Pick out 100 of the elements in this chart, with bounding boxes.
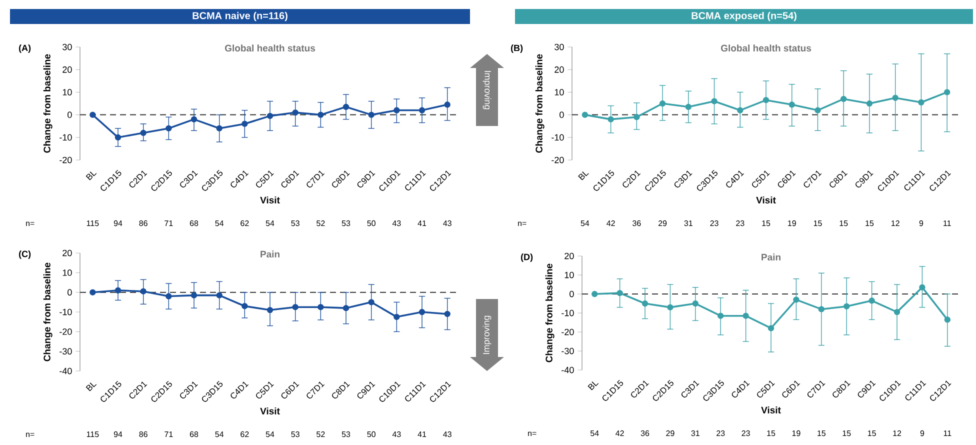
point [592, 290, 598, 298]
text: 23 [716, 430, 725, 436]
y-tick-label: 30 [554, 44, 564, 50]
point [266, 306, 274, 314]
point [659, 100, 666, 107]
text: 42 [616, 430, 624, 436]
point [634, 114, 640, 120]
text: 9 [919, 220, 924, 226]
point [892, 94, 898, 101]
point [737, 107, 744, 114]
text: 43 [392, 220, 401, 226]
point [368, 112, 374, 118]
y-tick-label: -30 [60, 348, 72, 355]
text: (D) [520, 254, 533, 262]
x-tick-label: BL [578, 172, 589, 180]
point [608, 116, 614, 122]
text: 52 [316, 220, 325, 226]
text: 15 [868, 430, 876, 436]
x-axis-title: Visit [761, 406, 781, 414]
text: 15 [818, 430, 826, 436]
text: 54 [266, 432, 274, 438]
y-tick-label: 20 [62, 250, 72, 256]
point [840, 96, 847, 102]
point [418, 308, 426, 316]
text: 68 [190, 431, 198, 438]
point [394, 314, 400, 320]
y-tick-label: 0 [68, 289, 72, 296]
point [814, 107, 821, 114]
text: 53 [342, 431, 350, 438]
point [242, 120, 248, 127]
point [190, 116, 198, 122]
point [418, 107, 426, 114]
text: 115 [86, 432, 99, 438]
text: 115 [86, 220, 99, 226]
y-tick-label: 10 [554, 89, 564, 96]
y-tick-label: -10 [60, 308, 72, 316]
x-tick-label: BL [588, 382, 599, 390]
point [667, 304, 674, 310]
y-axis-title: Change from baseline [43, 262, 52, 362]
point [868, 298, 875, 304]
point [342, 304, 350, 312]
point [788, 102, 795, 108]
point [944, 316, 951, 323]
text: (C) [18, 250, 31, 259]
text: 71 [164, 432, 173, 438]
point [944, 89, 950, 96]
text: 19 [792, 430, 800, 436]
text: 15 [842, 430, 851, 436]
text: 23 [736, 220, 744, 226]
point [894, 308, 900, 316]
point [718, 312, 724, 319]
text: 54 [580, 220, 590, 226]
point [818, 306, 825, 312]
point [166, 125, 172, 132]
text: 54 [215, 432, 224, 438]
point [216, 292, 222, 298]
text: 29 [666, 430, 674, 436]
chart-title: Pain [762, 254, 780, 261]
text: 43 [392, 431, 401, 438]
text: (A) [18, 44, 31, 53]
text: 31 [691, 430, 700, 436]
y-tick-label: 0 [68, 112, 72, 118]
text: 11 [944, 430, 952, 436]
point [318, 112, 324, 118]
y-tick-label: -20 [552, 156, 564, 164]
point [266, 112, 274, 120]
text: (B) [510, 44, 523, 53]
text: 23 [710, 220, 718, 226]
text: n= [528, 432, 536, 436]
text: 15 [767, 430, 776, 436]
text: 23 [742, 430, 750, 436]
chart-subtitle: BCMA exposed (n=54) [692, 12, 796, 22]
point [216, 125, 222, 132]
point [711, 98, 718, 104]
point [140, 130, 146, 136]
y-tick-label: -40 [60, 368, 72, 374]
point [114, 287, 122, 294]
text: 54 [266, 220, 274, 226]
y-tick-label: 30 [62, 44, 72, 50]
text: 54 [590, 430, 599, 436]
text: 53 [291, 220, 300, 226]
y-tick-label: 20 [62, 66, 72, 73]
text: 31 [684, 220, 692, 226]
point [762, 97, 770, 104]
point [768, 325, 774, 332]
text: 19 [788, 220, 796, 226]
text: 15 [866, 220, 874, 226]
x-tick-label: BL [86, 172, 97, 180]
point [844, 303, 850, 310]
point [616, 290, 623, 296]
text: Improving [482, 316, 492, 354]
chart-title: Pain [260, 250, 280, 258]
x-axis-title: Visit [260, 407, 280, 414]
y-tick-label: -20 [60, 156, 72, 164]
y-tick-label: 0 [570, 290, 574, 298]
point [793, 296, 800, 303]
y-axis-title: Change from baseline [535, 54, 544, 153]
text: 36 [640, 430, 650, 436]
point [692, 300, 699, 307]
text: 15 [762, 220, 770, 226]
